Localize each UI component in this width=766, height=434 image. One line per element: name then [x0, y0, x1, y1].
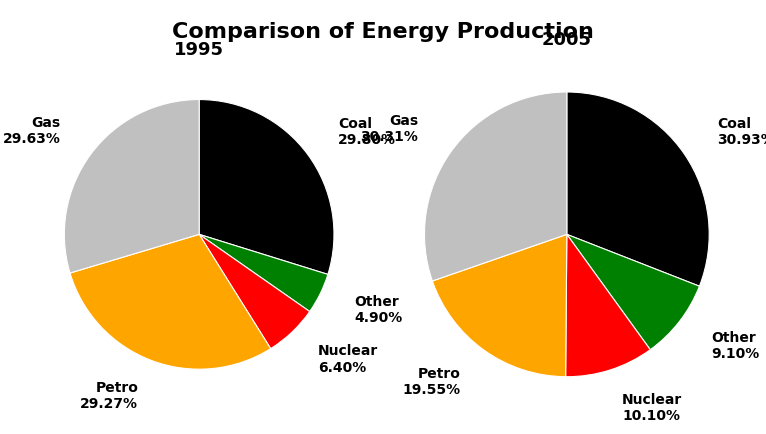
- Wedge shape: [70, 234, 270, 369]
- Wedge shape: [199, 99, 334, 274]
- Text: Petro
29.27%: Petro 29.27%: [80, 381, 139, 411]
- Wedge shape: [199, 234, 309, 349]
- Text: Gas
30.31%: Gas 30.31%: [361, 114, 418, 144]
- Wedge shape: [424, 92, 567, 281]
- Title: 1995: 1995: [174, 41, 224, 59]
- Text: Other
9.10%: Other 9.10%: [711, 331, 759, 361]
- Text: Coal
29.80%: Coal 29.80%: [338, 117, 396, 147]
- Wedge shape: [567, 92, 709, 286]
- Text: Coal
30.93%: Coal 30.93%: [717, 116, 766, 147]
- Text: Gas
29.63%: Gas 29.63%: [3, 116, 61, 146]
- Text: Nuclear
10.10%: Nuclear 10.10%: [622, 393, 683, 423]
- Title: 2005: 2005: [542, 31, 592, 49]
- Text: Other
4.90%: Other 4.90%: [354, 295, 402, 326]
- Text: Comparison of Energy Production: Comparison of Energy Production: [172, 22, 594, 42]
- Wedge shape: [565, 234, 650, 377]
- Wedge shape: [567, 234, 699, 350]
- Wedge shape: [432, 234, 567, 377]
- Text: Nuclear
6.40%: Nuclear 6.40%: [318, 344, 378, 375]
- Wedge shape: [64, 99, 199, 273]
- Text: Petro
19.55%: Petro 19.55%: [402, 367, 460, 398]
- Wedge shape: [199, 234, 328, 312]
